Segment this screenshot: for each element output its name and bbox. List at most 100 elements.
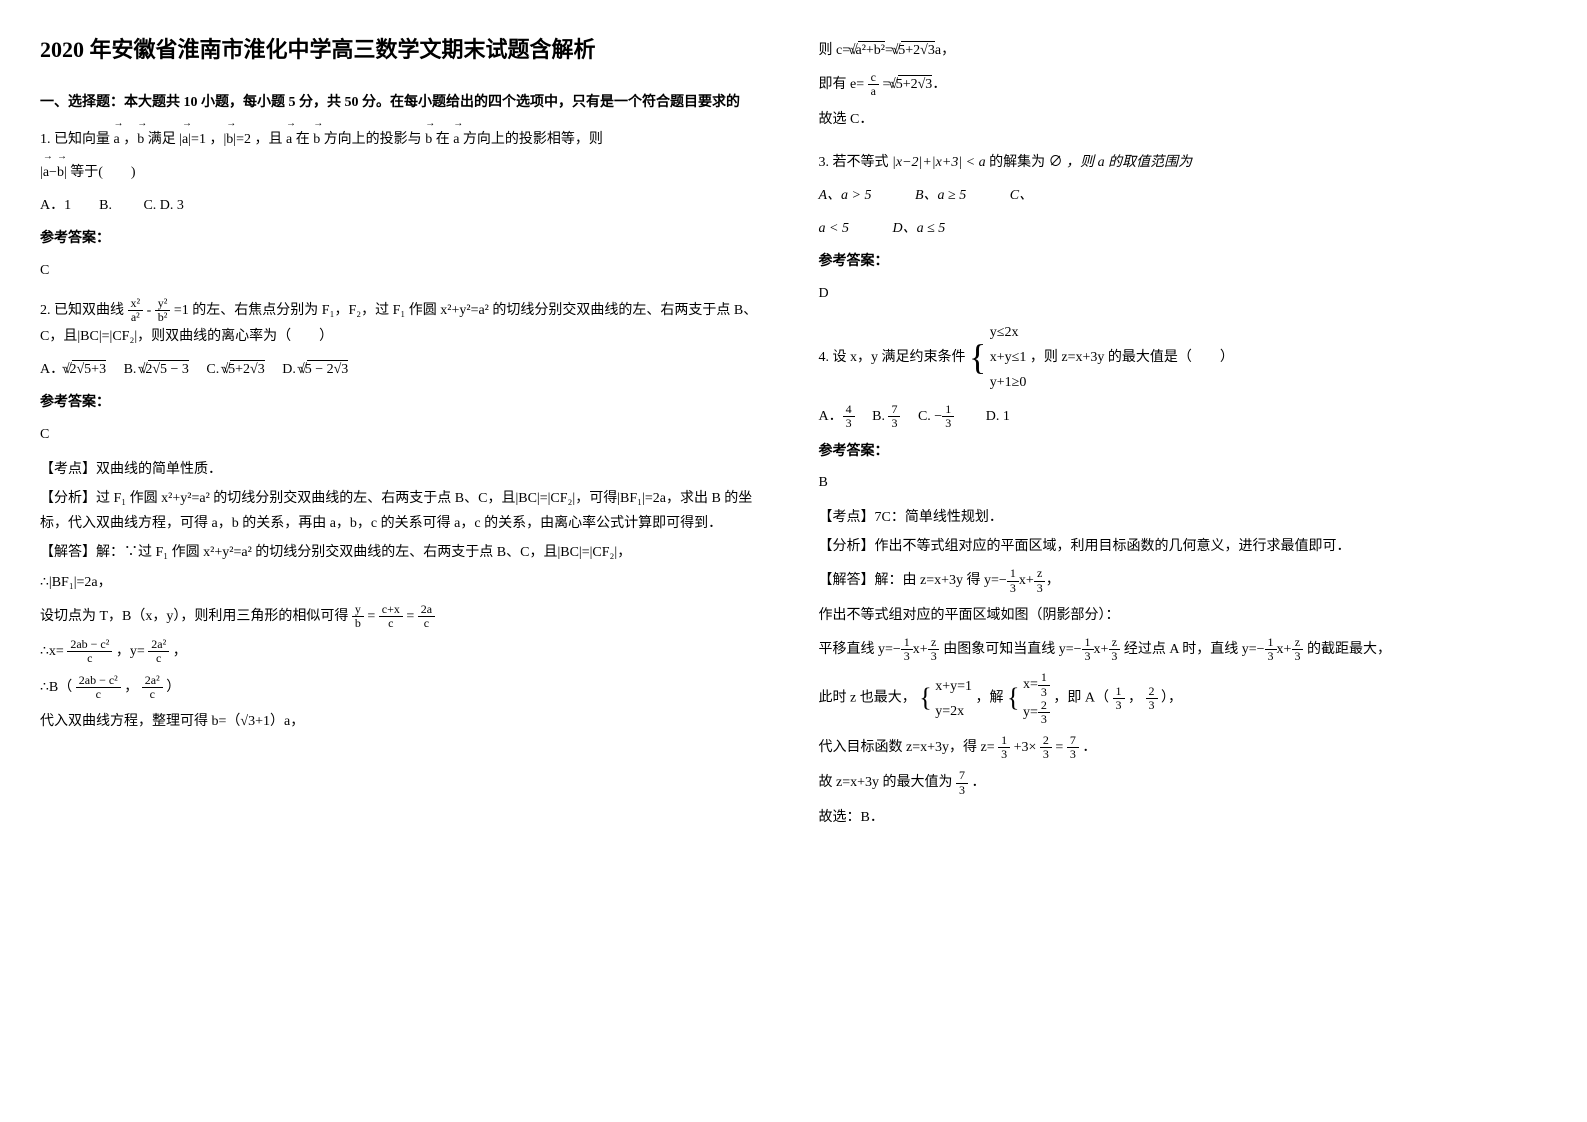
frac-ca: ca [868,71,879,98]
frac-l5-1: 2ab − c²c [76,674,121,701]
vector-a-2: a [182,127,188,152]
answer-label: 参考答案： [40,226,769,251]
q2-jieda: 【解答】解：∵过 F₁ 作圆 x²+y²=a² 的切线分别交双曲线的左、右两支于… [40,540,769,565]
vector-a: a [114,127,120,152]
document-title: 2020 年安徽省淮南市淮化中学高三数学文期末试题含解析 [40,30,769,70]
frac-cxc: c+xc [379,603,403,630]
q4-fenxi: 【分析】作出不等式组对应的平面区域，利用目标函数的几何意义，进行求最值即可． [819,534,1548,559]
q4-jieda-l7: 故选：B． [819,805,1548,830]
section-header: 一、选择题：本大题共 10 小题，每小题 5 分，共 50 分。在每小题给出的四… [40,90,769,115]
q4-jieda-l1: 【解答】解：由 z=x+3y 得 y=−13x+z3， [819,567,1548,594]
empty-set: ∅ [1049,155,1063,170]
q1-text-end: 等于( ) [70,165,135,180]
q1-text-mid2: ，且 [254,132,282,147]
vector-b-3: b [313,127,320,152]
q4-jieda-l5: 代入目标函数 z=x+3y，得 z= 13 +3× 23 = 73 ． [819,734,1548,761]
q4-answer: B [819,470,1548,495]
q4-opt-a-frac: 43 [843,403,855,430]
q4-stem: 4. 设 x，y 满足约束条件 { y≤2x x+y≤1 y+1≥0 ，则 z=… [819,320,1548,396]
q2-opt-b: B. [110,362,140,377]
q2-jieda-l3-pre: 设切点为 T，B（x，y），则利用三角形的相似可得 [40,609,348,624]
q2-jieda-l5: ∴B（ 2ab − c²c ， 2a²c ） [40,674,769,701]
brace-left: { [969,325,986,390]
answer-label: 参考答案： [819,439,1548,464]
q4-jieda-l3: 平移直线 y=−13x+z3 由图象可知当直线 y=−13x+z3 经过点 A … [819,636,1548,663]
q2-jieda-l3: 设切点为 T，B（x，y），则利用三角形的相似可得 yb = c+xc = 2a… [40,603,769,630]
q3-answer: D [819,281,1548,306]
q1-text-mid3: 在 [296,132,310,147]
q4-jieda-l4: 此时 z 也最大， { x+y=1 y=2x ，解 { x=13 y=23 ，即… [819,671,1548,726]
q2-options: A．√2√5+3 B. √2√5 − 3 C. √5+2√3 D. √5 − 2… [40,357,769,382]
q4-cond2: x+y≤1 [990,345,1027,370]
vector-b-5: b [57,160,64,185]
question-2: 2. 已知双曲线 x²a² - y²b² =1 的左、右焦点分别为 F₁，F₂，… [40,297,769,734]
q2-opt-d: D. [268,362,299,377]
q2-jieda-l2: ∴|BF₁|=2a， [40,570,769,595]
frac-l4-2: 2a²c [148,638,169,665]
q4-conditions: y≤2x x+y≤1 y+1≥0 [990,320,1027,396]
vector-a-4: a [453,127,459,152]
q1-options: A．1 B. C. D. 3 [40,193,769,218]
answer-label: 参考答案： [819,249,1548,274]
q3-options-2: a < 5 D、a ≤ 5 [819,216,1548,241]
q3-opt-c2: a < 5 [819,221,849,236]
vector-b-4: b [425,127,432,152]
question-4: 4. 设 x，y 满足约束条件 { y≤2x x+y≤1 y+1≥0 ，则 z=… [819,320,1548,830]
right-column: 则 c=√a²+b²=√5+2√3a， 即有 e= ca =√5+2√3． 故选… [819,30,1548,1092]
q3-ineq: |x−2|+|x+3| < a [892,155,986,170]
q3-stem: 3. 若不等式 |x−2|+|x+3| < a 的解集为 ∅ ，则 a 的取值范… [819,150,1548,175]
q2-col2-l3: 故选 C． [819,107,1548,132]
q2-answer: C [40,422,769,447]
q2-opt-a: A． [40,362,64,377]
q1-formula: |a−b| 等于( ) [40,160,769,185]
frac-2ac: 2ac [418,603,435,630]
vector-a-5: a [43,160,49,185]
q3-opt-c: C、 [1010,188,1033,203]
q4-jieda-l6: 故 z=x+3y 的最大值为 73 ． [819,769,1548,796]
q2-col2-l2: 即有 e= ca =√5+2√3． [819,71,1548,98]
q2-jieda-l4: ∴x= 2ab − c²c ，y= 2a²c ， [40,638,769,665]
q2-fenxi: 【分析】过 F₁ 作圆 x²+y²=a² 的切线分别交双曲线的左、右两支于点 B… [40,486,769,536]
vector-b-2: b [226,127,233,152]
q4-opt-d: D. 1 [958,409,1010,424]
left-column: 2020 年安徽省淮南市淮化中学高三数学文期末试题含解析 一、选择题：本大题共 … [40,30,769,1092]
frac-yb: yb [352,603,364,630]
q1-answer: C [40,258,769,283]
q4-cond1: y≤2x [990,320,1027,345]
frac-l4-1: 2ab − c²c [67,638,112,665]
q2-opt-d-val: 5 − 2√3 [307,360,348,377]
question-1: 1. 已知向量 a ，b 满足 |a|=1 ，|b|=2 ，且 a 在 b 方向… [40,127,769,283]
q2-minus: - [147,303,155,318]
q1-text-mid6: 方向上的投影相等，则 [463,132,603,147]
q3-options: A、a > 5 B、a ≥ 5 C、 [819,183,1548,208]
q3-opt-d: D、a ≤ 5 [892,221,945,236]
q1-text-mid1: 满足 [148,132,176,147]
q1-text-mid4: 方向上的投影与 [324,132,422,147]
q4-opt-c-frac: 13 [942,403,954,430]
q3-opt-a: A、a > 5 [819,188,872,203]
q2-opt-a-val: 2√5+3 [72,360,106,377]
q2-kaodian: 【考点】双曲线的简单性质． [40,457,769,482]
q2-opt-b-val: 2√5 − 3 [148,360,189,377]
q1-text-pre: 1. 已知向量 [40,132,110,147]
q4-jieda-l2: 作出不等式组对应的平面区域如图（阴影部分）： [819,603,1548,628]
q2-stem: 2. 已知双曲线 x²a² - y²b² =1 的左、右焦点分别为 F₁，F₂，… [40,297,769,350]
question-3: 3. 若不等式 |x−2|+|x+3| < a 的解集为 ∅ ，则 a 的取值范… [819,150,1548,306]
answer-label: 参考答案： [40,390,769,415]
q3-opt-b: B、a ≥ 5 [915,188,966,203]
q4-options: A．43 B. 73 C. −13 D. 1 [819,403,1548,430]
q1-stem: 1. 已知向量 a ，b 满足 |a|=1 ，|b|=2 ，且 a 在 b 方向… [40,127,769,152]
frac-x2a2: x²a² [128,297,144,324]
q2-jieda-l6: 代入双曲线方程，整理可得 b=（√3+1）a， [40,709,769,734]
q2-opt-c-val: 5+2√3 [230,360,264,377]
frac-l5-2: 2a²c [142,674,163,701]
vector-b: b [137,127,144,152]
q4-opt-b-frac: 73 [888,403,900,430]
q2-text-pre: 2. 已知双曲线 [40,303,124,318]
q1-text-mid5: 在 [436,132,450,147]
q2-opt-c: C. [192,362,222,377]
q4-cond3: y+1≥0 [990,370,1027,395]
frac-y2b2: y²b² [155,297,171,324]
vector-a-3: a [286,127,292,152]
q4-kaodian: 【考点】7C：简单线性规划． [819,505,1548,530]
